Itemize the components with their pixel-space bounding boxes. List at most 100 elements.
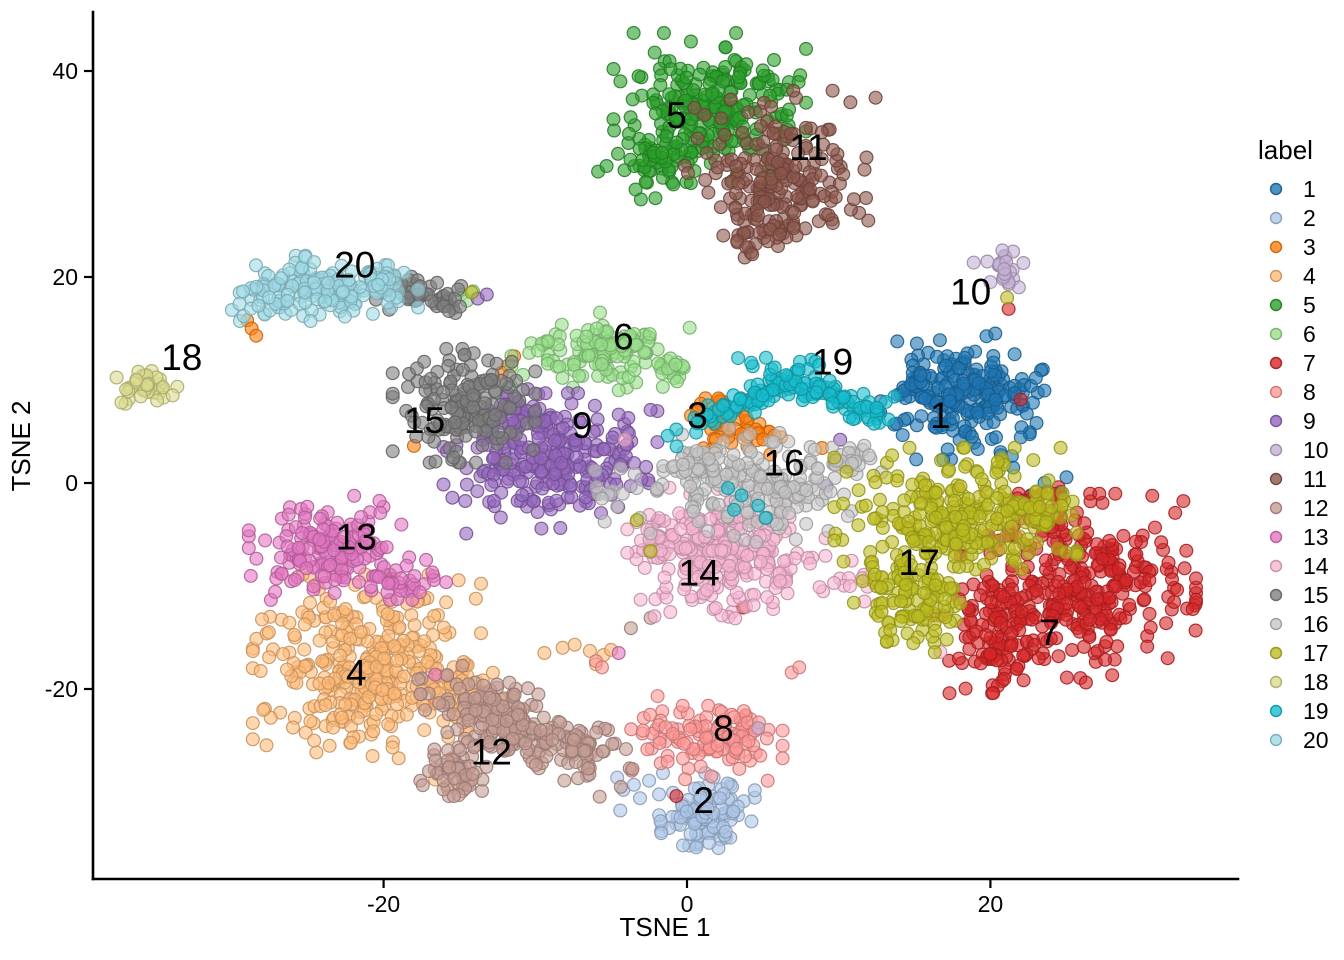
data-point xyxy=(764,99,779,114)
data-point xyxy=(755,388,770,403)
data-point xyxy=(735,125,750,140)
data-point xyxy=(507,687,522,702)
data-point xyxy=(623,152,638,167)
data-point xyxy=(648,191,663,206)
legend-item-label: 20 xyxy=(1303,727,1329,753)
data-point xyxy=(594,337,609,352)
data-point xyxy=(843,95,858,110)
data-point xyxy=(980,254,995,269)
data-point xyxy=(698,173,713,188)
data-point xyxy=(369,706,384,721)
data-point xyxy=(407,618,422,633)
data-point xyxy=(836,167,851,182)
data-point xyxy=(611,645,626,660)
cluster-5-label: 5 xyxy=(666,95,687,136)
data-point xyxy=(717,127,732,142)
data-point xyxy=(939,632,954,647)
data-point xyxy=(545,732,560,747)
data-point xyxy=(666,177,681,192)
data-point xyxy=(640,742,655,757)
data-point xyxy=(579,329,594,344)
data-point xyxy=(778,485,793,500)
data-point xyxy=(282,615,297,630)
data-point xyxy=(1053,440,1068,455)
x-tick-label: -20 xyxy=(367,891,400,917)
cluster-6-label: 6 xyxy=(613,317,634,358)
data-point xyxy=(1179,543,1194,558)
data-point xyxy=(737,560,752,575)
data-point xyxy=(1058,545,1073,560)
data-point xyxy=(570,386,585,401)
data-point xyxy=(430,275,445,290)
legend-item-label: 8 xyxy=(1303,379,1316,405)
data-point xyxy=(381,576,396,591)
data-point xyxy=(425,565,440,580)
data-point xyxy=(607,123,622,138)
data-point xyxy=(713,791,728,806)
data-point xyxy=(642,773,657,788)
data-point xyxy=(394,517,409,532)
data-point xyxy=(775,738,790,753)
data-point xyxy=(165,388,180,403)
data-point xyxy=(498,455,513,470)
data-point xyxy=(979,627,994,642)
data-point xyxy=(686,83,701,98)
data-point xyxy=(726,447,741,462)
data-point xyxy=(755,63,770,78)
legend-swatch xyxy=(1269,646,1283,660)
data-point xyxy=(347,488,362,503)
legend-item-label: 19 xyxy=(1303,698,1329,724)
data-point xyxy=(846,412,861,427)
data-point xyxy=(470,484,485,499)
data-point xyxy=(390,653,405,668)
data-point xyxy=(956,376,971,391)
data-point xyxy=(528,757,543,772)
data-point xyxy=(643,526,658,541)
data-point xyxy=(286,720,301,735)
data-point xyxy=(377,651,392,666)
data-point xyxy=(610,146,625,161)
data-point xyxy=(718,59,733,74)
data-point xyxy=(303,714,318,729)
data-point xyxy=(751,498,766,513)
data-point xyxy=(716,74,731,89)
legend-item-3: 3 xyxy=(1269,234,1316,260)
data-point xyxy=(779,368,794,383)
data-point xyxy=(594,491,609,506)
data-point xyxy=(786,83,801,98)
data-point xyxy=(453,299,468,314)
data-point xyxy=(635,153,650,168)
legend-swatch xyxy=(1269,704,1283,718)
data-point xyxy=(1090,592,1105,607)
data-point xyxy=(693,790,708,805)
y-tick-label: 40 xyxy=(52,58,78,84)
data-point xyxy=(589,725,604,740)
data-point xyxy=(436,477,451,492)
data-point xyxy=(627,363,642,378)
data-point xyxy=(353,625,368,640)
legend-swatch xyxy=(1269,443,1283,457)
data-point xyxy=(874,604,889,619)
data-point xyxy=(428,454,443,469)
data-point xyxy=(436,620,451,635)
data-point xyxy=(683,34,698,49)
legend-item-19: 19 xyxy=(1269,698,1329,724)
data-point xyxy=(249,279,264,294)
data-point xyxy=(541,334,556,349)
data-point xyxy=(491,424,506,439)
data-point xyxy=(518,736,533,751)
data-point xyxy=(446,707,461,722)
data-point xyxy=(673,522,688,537)
data-point xyxy=(611,383,626,398)
data-point xyxy=(997,671,1012,686)
data-point xyxy=(631,69,646,84)
cluster-1-points xyxy=(872,326,1074,530)
legend-item-label: 11 xyxy=(1303,466,1327,492)
legend-item-2: 2 xyxy=(1269,205,1316,231)
data-point xyxy=(1116,528,1131,543)
data-point xyxy=(807,442,822,457)
data-point xyxy=(775,723,790,738)
data-point xyxy=(1016,648,1031,663)
data-point xyxy=(628,182,643,197)
data-point xyxy=(657,570,672,585)
